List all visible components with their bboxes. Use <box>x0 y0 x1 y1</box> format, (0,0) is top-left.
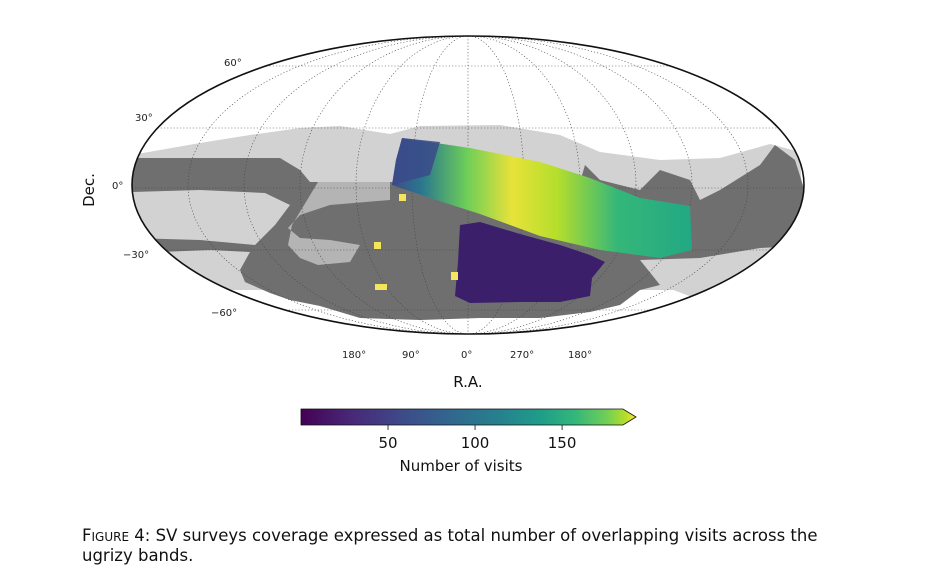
survey-coverage <box>374 138 692 303</box>
sky-outline <box>131 35 805 335</box>
dec-tick-minus-60: −60° <box>211 308 237 319</box>
colorbar-gradient <box>300 408 637 426</box>
mollweide-map <box>131 35 805 335</box>
colorbar: 50 100 150 Number of visits <box>300 408 637 475</box>
dec-tick-labels: 60° 30° 0° −30° −60° <box>112 58 242 319</box>
survey-patch-2 <box>374 242 381 249</box>
x-axis-label: R.A. <box>453 373 482 391</box>
dec-tick-30: 30° <box>135 113 153 124</box>
figure-label: Figure 4: <box>82 525 151 545</box>
dec-tick-0: 0° <box>112 181 123 192</box>
colorbar-tick-label: 50 <box>378 434 397 452</box>
ra-tick-labels: 180° 90° 0° 270° 180° <box>342 350 592 361</box>
colorbar-tick-label: 150 <box>548 434 577 452</box>
survey-band-low-edge <box>392 138 440 185</box>
survey-stripe-band <box>392 138 692 258</box>
sky-coverage-figure: 60° 30° 0° −30° −60° 180° 90° 0° 270° 18… <box>80 35 805 475</box>
survey-patch-3 <box>375 284 387 290</box>
colorbar-tick-label: 100 <box>461 434 490 452</box>
survey-deep-field <box>455 222 605 303</box>
ra-tick-180-right: 180° <box>568 350 592 361</box>
mid-gray-region <box>288 182 390 265</box>
colorbar-label: Number of visits <box>400 457 523 475</box>
dec-tick-minus-30: −30° <box>123 250 149 261</box>
ra-tick-90: 90° <box>402 350 420 361</box>
y-axis-label: Dec. <box>80 173 98 207</box>
ra-tick-270: 270° <box>510 350 534 361</box>
colorbar-ticks: 50 100 150 <box>378 425 576 452</box>
ra-tick-180-left: 180° <box>342 350 366 361</box>
dec-tick-60: 60° <box>224 58 242 69</box>
caption-text: SV surveys coverage expressed as total n… <box>82 525 818 565</box>
survey-patch-1 <box>399 194 406 201</box>
survey-patch-4 <box>451 272 458 280</box>
figure-caption: Figure 4: SV surveys coverage expressed … <box>82 526 872 566</box>
ra-tick-0: 0° <box>461 350 472 361</box>
